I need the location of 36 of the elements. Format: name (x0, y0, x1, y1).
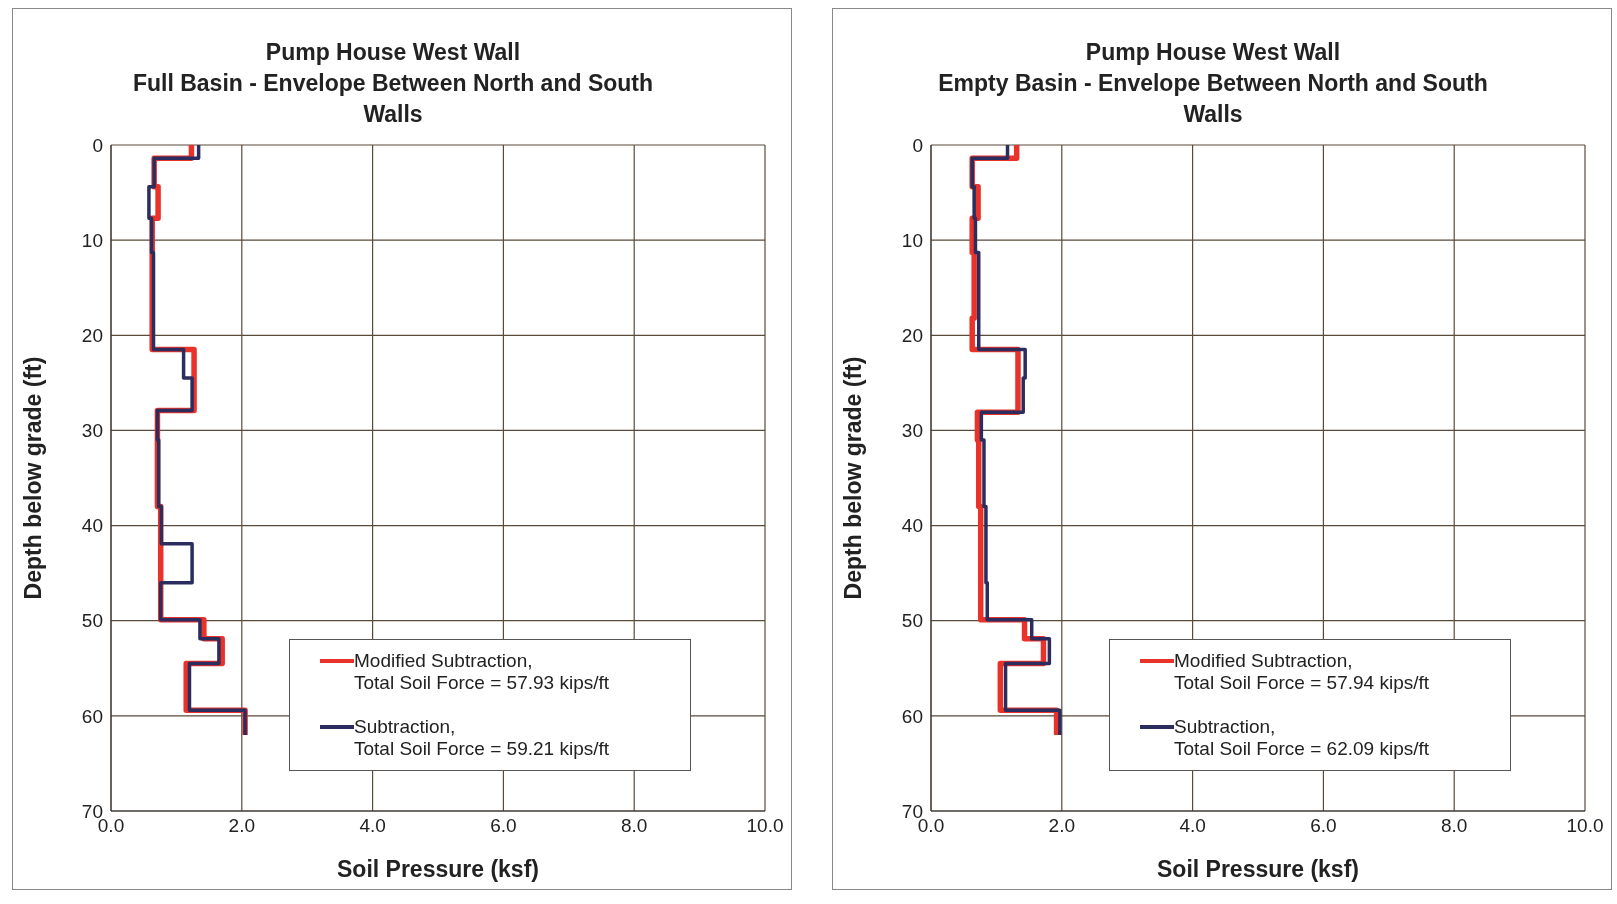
y-tick-label: 20 (81, 325, 103, 347)
y-tick-label: 20 (901, 325, 923, 347)
x-tick-label: 2.0 (1048, 815, 1076, 837)
legend-label: Subtraction, Total Soil Force = 62.09 kips/ft (1174, 716, 1430, 760)
x-tick-label: 2.0 (228, 815, 256, 837)
y-tick-label: 0 (912, 134, 923, 156)
x-tick-label: 10.0 (1566, 815, 1604, 837)
y-tick-label: 30 (81, 420, 103, 442)
chart-subtitle: Full Basin - Envelope Between North and South Walls (131, 69, 655, 129)
y-tick-label: 40 (901, 515, 923, 537)
y-tick-label: 50 (901, 610, 923, 632)
x-tick-label: 10.0 (746, 815, 784, 837)
x-axis-title: Soil Pressure (ksf) (337, 856, 539, 882)
legend-label: Modified Subtraction, Total Soil Force = 57.94 kips/ft (1174, 650, 1430, 694)
y-axis-title: Depth below grade (ft) (20, 356, 47, 600)
y-tick-label: 10 (901, 229, 923, 251)
x-tick-label: 8.0 (1440, 815, 1468, 837)
y-tick-label: 60 (901, 705, 923, 727)
chart-title: Pump House West Wall (264, 38, 522, 67)
x-tick-label: 6.0 (1310, 815, 1337, 837)
x-tick-label: 4.0 (359, 815, 386, 837)
x-axis-title: Soil Pressure (ksf) (1157, 856, 1359, 882)
legend-label: Subtraction, Total Soil Force = 59.21 kips/ft (354, 716, 610, 760)
x-tick-label: 6.0 (490, 815, 517, 837)
y-tick-label: 60 (81, 705, 103, 727)
y-tick-label: 40 (81, 515, 103, 537)
y-axis-title: Depth below grade (ft) (840, 356, 867, 600)
y-tick-label: 10 (81, 229, 103, 251)
x-tick-label: 4.0 (1179, 815, 1206, 837)
chart-subtitle: Empty Basin - Envelope Between North and South Walls (937, 69, 1489, 129)
x-tick-label: 8.0 (620, 815, 648, 837)
y-tick-label: 0 (92, 134, 103, 156)
legend-label: Modified Subtraction, Total Soil Force = 57.93 kips/ft (354, 650, 610, 694)
chart-title: Pump House West Wall (1084, 38, 1342, 67)
y-tick-label: 50 (81, 610, 103, 632)
y-tick-label: 30 (901, 420, 923, 442)
